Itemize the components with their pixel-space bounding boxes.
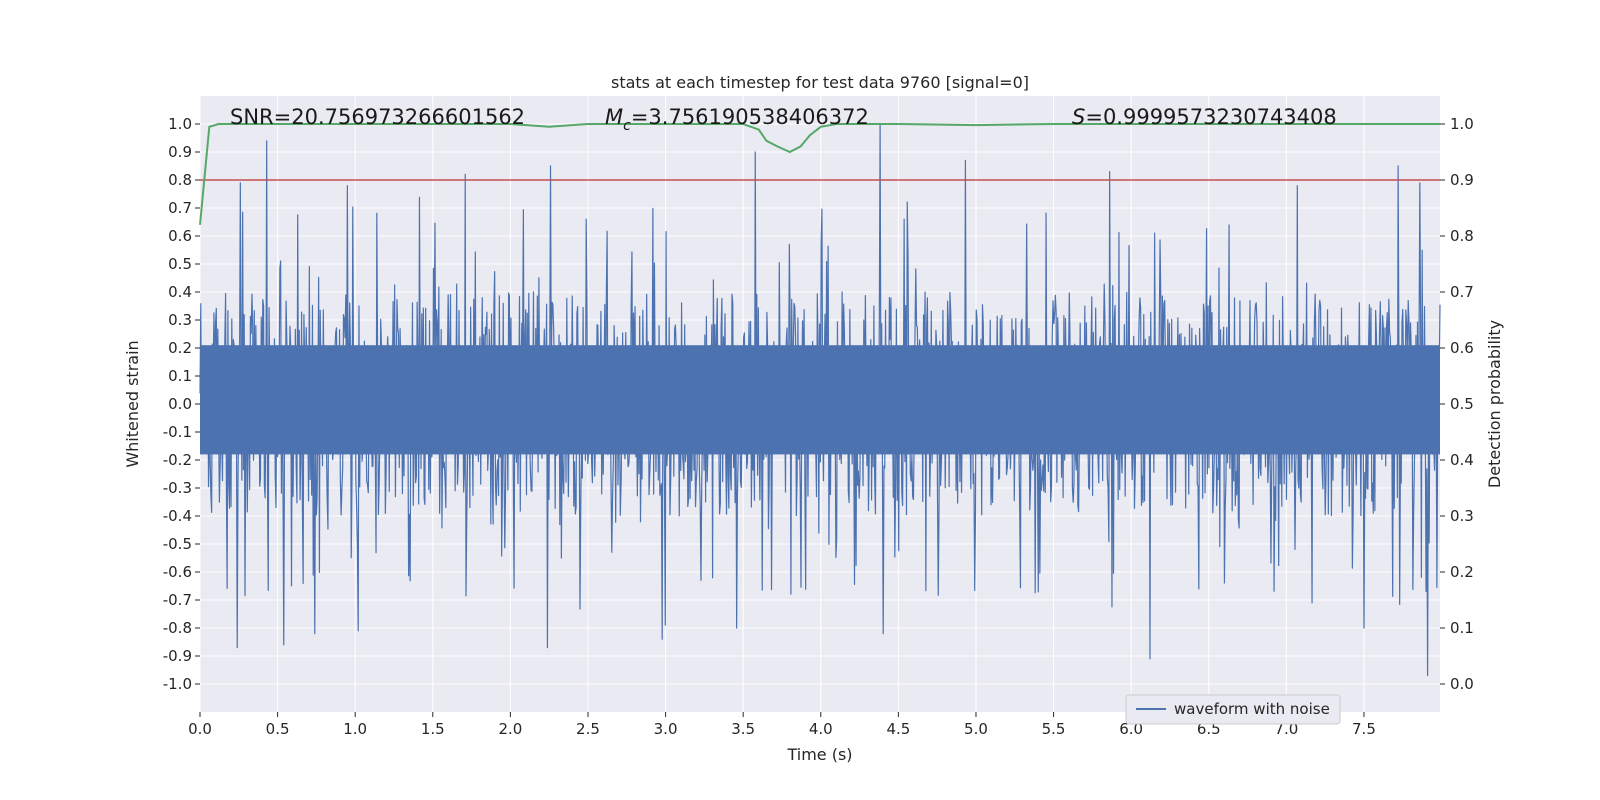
snr-annotation: SNR=20.756973266601562 bbox=[230, 105, 525, 129]
probability-line bbox=[199, 123, 1440, 225]
y-tick-label: 0.5 bbox=[168, 255, 192, 273]
y-tick-label: 0.0 bbox=[168, 395, 192, 413]
y-right-tick-label: 0.7 bbox=[1450, 283, 1474, 301]
y-tick-label: -0.4 bbox=[163, 507, 192, 525]
y-tick-label: 0.4 bbox=[168, 283, 192, 301]
y-right-tick-label: 0.4 bbox=[1450, 451, 1474, 469]
y-right-tick-label: 0.1 bbox=[1450, 619, 1474, 637]
chart-title: stats at each timestep for test data 976… bbox=[611, 73, 1029, 92]
y-right-tick-label: 0.2 bbox=[1450, 563, 1474, 581]
y-right-tick-label: 0.0 bbox=[1450, 675, 1474, 693]
y-tick-label: 0.7 bbox=[168, 199, 192, 217]
y-tick-label: 0.6 bbox=[168, 227, 192, 245]
waveform-band bbox=[200, 345, 1440, 455]
x-tick-label: 2.0 bbox=[498, 720, 522, 738]
x-tick-label: 4.0 bbox=[809, 720, 833, 738]
s-value: =0.9999573230743408 bbox=[1085, 105, 1336, 129]
y-tick-label: 0.3 bbox=[168, 311, 192, 329]
y-tick-label: -0.8 bbox=[163, 619, 192, 637]
legend-label: waveform with noise bbox=[1174, 700, 1330, 718]
s-annotation: S=0.9999573230743408 bbox=[1072, 105, 1337, 129]
y-axis-label: Whitened strain bbox=[123, 340, 142, 467]
y-tick-label: -0.7 bbox=[163, 591, 192, 609]
x-tick-label: 3.5 bbox=[731, 720, 755, 738]
overlay-series bbox=[199, 123, 1440, 225]
chirp-mass-annotation: Mc=3.756190538406372 bbox=[605, 105, 869, 134]
chirp-mass-subscript: c bbox=[623, 118, 631, 134]
x-tick-label: 5.0 bbox=[964, 720, 988, 738]
y-tick-label: -0.9 bbox=[163, 647, 192, 665]
chirp-mass-symbol: M bbox=[605, 105, 623, 129]
y-tick-label: -0.5 bbox=[163, 535, 192, 553]
waveform-series bbox=[199, 123, 1441, 677]
x-tick-label: 1.0 bbox=[343, 720, 367, 738]
x-tick-label: 0.0 bbox=[188, 720, 212, 738]
y-right-tick-label: 0.3 bbox=[1450, 507, 1474, 525]
y-right-tick-label: 1.0 bbox=[1450, 115, 1474, 133]
x-tick-label: 4.5 bbox=[886, 720, 910, 738]
legend-box bbox=[1125, 694, 1341, 725]
legend: waveform with noise bbox=[1125, 694, 1341, 725]
y-tick-label: -0.2 bbox=[163, 451, 192, 469]
y-tick-label: -0.1 bbox=[163, 423, 192, 441]
y-tick-label: 0.1 bbox=[168, 367, 192, 385]
y-tick-label: 0.9 bbox=[168, 143, 192, 161]
y-right-tick-label: 0.5 bbox=[1450, 395, 1474, 413]
y-tick-label: 0.8 bbox=[168, 171, 192, 189]
y-axis-right-label: Detection probability bbox=[1485, 320, 1504, 488]
x-tick-label: 3.0 bbox=[654, 720, 678, 738]
x-tick-label: 0.5 bbox=[266, 720, 290, 738]
x-tick-label: 7.5 bbox=[1352, 720, 1376, 738]
y-tick-label: -0.6 bbox=[163, 563, 192, 581]
x-tick-label: 5.5 bbox=[1042, 720, 1066, 738]
y-right-tick-label: 0.6 bbox=[1450, 339, 1474, 357]
y-tick-label: 0.2 bbox=[168, 339, 192, 357]
axis-ticks: 0.0 0.5 1.0 1.5 2.0 2.5 3.0 3.5 4.0 4.5 5.0 5.5 6.0 6… bbox=[163, 115, 1474, 738]
x-axis-label: Time (s) bbox=[786, 745, 852, 764]
s-symbol: S bbox=[1072, 105, 1085, 129]
y-tick-label: 1.0 bbox=[168, 115, 192, 133]
y-tick-label: -0.3 bbox=[163, 479, 192, 497]
x-tick-label: 1.5 bbox=[421, 720, 445, 738]
x-tick-label: 2.5 bbox=[576, 720, 600, 738]
chirp-mass-value: =3.756190538406372 bbox=[631, 105, 869, 129]
y-tick-label: -1.0 bbox=[163, 675, 192, 693]
y-right-tick-label: 0.9 bbox=[1450, 171, 1474, 189]
y-right-tick-label: 0.8 bbox=[1450, 227, 1474, 245]
